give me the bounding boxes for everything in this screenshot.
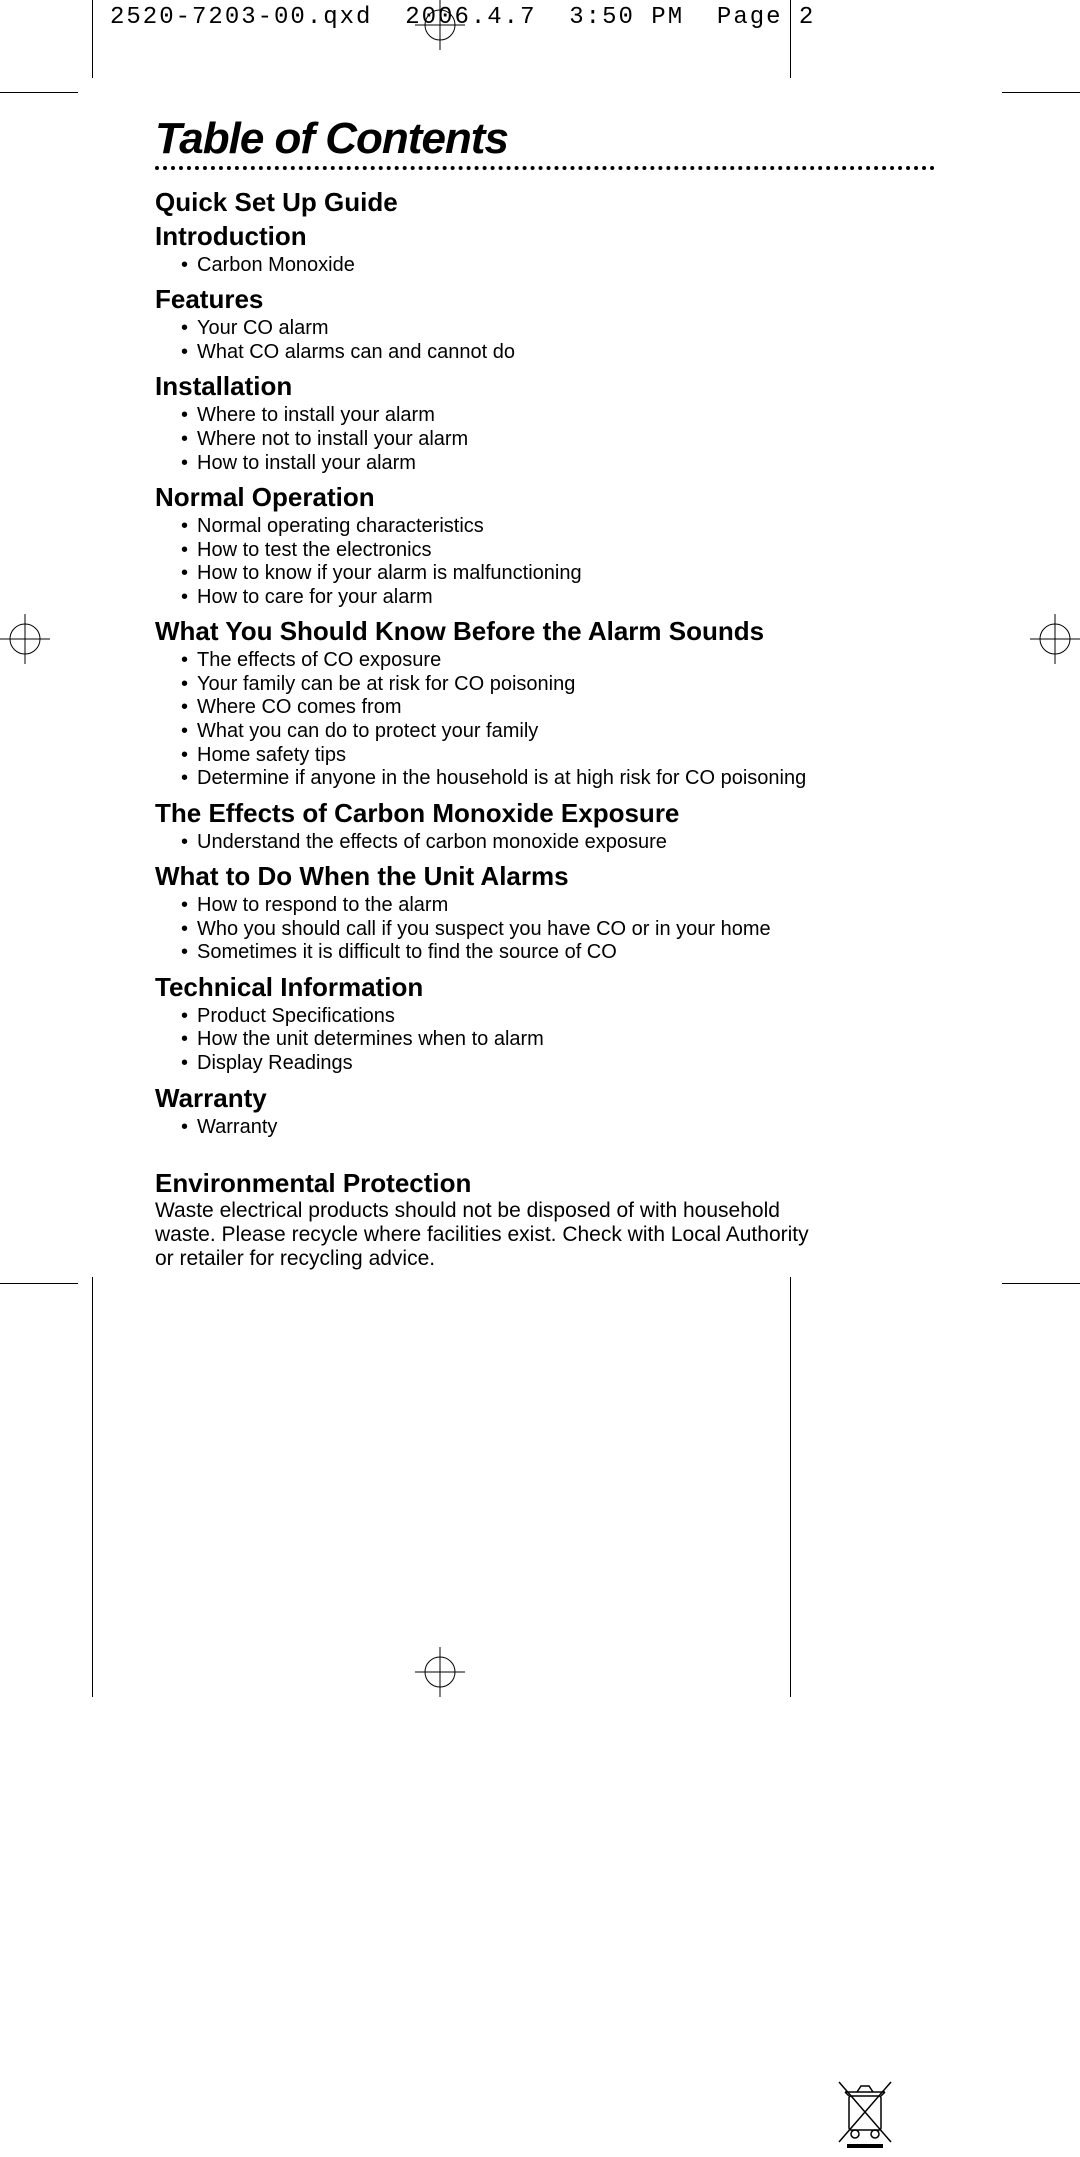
toc-section: What You Should Know Before the Alarm So… — [155, 617, 935, 790]
list-item: Where to install your alarm — [181, 404, 935, 428]
slug-filename: 2520-7203-00.qxd — [110, 4, 372, 31]
registration-mark-top — [415, 0, 465, 50]
section-list: Where to install your alarmWhere not to … — [181, 404, 935, 475]
crop-mark — [92, 0, 93, 78]
crop-mark — [92, 1277, 93, 1697]
list-item: How to respond to the alarm — [181, 894, 935, 918]
section-list: Carbon Monoxide — [181, 254, 935, 278]
list-item: Home safety tips — [181, 744, 935, 768]
page-content: Table of Contents Quick Set Up Guide Intr… — [155, 114, 935, 1271]
list-item: How to care for your alarm — [181, 586, 935, 610]
toc-section: What to Do When the Unit AlarmsHow to re… — [155, 862, 935, 965]
env-body-text: Waste electrical products should not be … — [155, 1199, 825, 1271]
list-item: Where CO comes from — [181, 696, 935, 720]
list-item: Product Specifications — [181, 1005, 935, 1029]
list-item: Your CO alarm — [181, 317, 935, 341]
list-item: Sometimes it is difficult to find the so… — [181, 941, 935, 965]
section-heading: Normal Operation — [155, 483, 935, 513]
toc-section: IntroductionCarbon Monoxide — [155, 222, 935, 277]
environmental-section: Environmental Protection Waste electrica… — [155, 1169, 935, 1271]
toc-section: FeaturesYour CO alarmWhat CO alarms can … — [155, 285, 935, 364]
section-heading: Technical Information — [155, 973, 935, 1003]
crop-mark — [790, 0, 791, 78]
toc-section: Normal OperationNormal operating charact… — [155, 483, 935, 609]
toc-section: WarrantyWarranty — [155, 1084, 935, 1139]
crop-mark — [1002, 1283, 1080, 1284]
toc-section: The Effects of Carbon Monoxide ExposureU… — [155, 799, 935, 854]
list-item: How to test the electronics — [181, 539, 935, 563]
list-item: The effects of CO exposure — [181, 649, 935, 673]
list-item: What CO alarms can and cannot do — [181, 341, 935, 365]
registration-mark-left — [0, 614, 50, 664]
page-title: Table of Contents — [155, 114, 935, 164]
slug-time: 3:50 PM — [569, 4, 684, 31]
list-item: Carbon Monoxide — [181, 254, 935, 278]
registration-mark-right — [1030, 614, 1080, 664]
list-item: How to install your alarm — [181, 452, 935, 476]
section-list: Your CO alarmWhat CO alarms can and cann… — [181, 317, 935, 364]
list-item: What you can do to protect your family — [181, 720, 935, 744]
list-item: How the unit determines when to alarm — [181, 1028, 935, 1052]
section-heading: The Effects of Carbon Monoxide Exposure — [155, 799, 935, 829]
section-list: How to respond to the alarmWho you shoul… — [181, 894, 935, 965]
section-heading: What to Do When the Unit Alarms — [155, 862, 935, 892]
section-heading: Quick Set Up Guide — [155, 188, 935, 218]
section-list: Warranty — [181, 1116, 935, 1140]
section-heading: What You Should Know Before the Alarm So… — [155, 617, 935, 647]
dotted-rule — [155, 166, 935, 170]
toc-section: InstallationWhere to install your alarmW… — [155, 372, 935, 475]
toc-section: Quick Set Up Guide — [155, 188, 935, 218]
section-heading: Introduction — [155, 222, 935, 252]
section-list: Normal operating characteristicsHow to t… — [181, 515, 935, 609]
env-heading: Environmental Protection — [155, 1169, 935, 1199]
list-item: Where not to install your alarm — [181, 428, 935, 452]
list-item: Warranty — [181, 1116, 935, 1140]
crop-mark — [1002, 92, 1080, 93]
list-item: Your family can be at risk for CO poison… — [181, 673, 935, 697]
crop-mark — [0, 92, 78, 93]
section-list: Product SpecificationsHow the unit deter… — [181, 1005, 935, 1076]
toc-section: Technical InformationProduct Specificati… — [155, 973, 935, 1076]
section-list: Understand the effects of carbon monoxid… — [181, 831, 935, 855]
crop-mark — [0, 1283, 78, 1284]
list-item: Normal operating characteristics — [181, 515, 935, 539]
section-heading: Features — [155, 285, 935, 315]
list-item: How to know if your alarm is malfunction… — [181, 562, 935, 586]
section-heading: Warranty — [155, 1084, 935, 1114]
slug-page: Page 2 — [717, 4, 815, 31]
section-heading: Installation — [155, 372, 935, 402]
list-item: Determine if anyone in the household is … — [181, 767, 935, 791]
crop-mark — [790, 1277, 791, 1697]
list-item: Who you should call if you suspect you h… — [181, 918, 935, 942]
list-item: Understand the effects of carbon monoxid… — [181, 831, 935, 855]
weee-icon — [835, 2078, 895, 2157]
list-item: Display Readings — [181, 1052, 935, 1076]
section-list: The effects of CO exposureYour family ca… — [181, 649, 935, 791]
registration-mark-bottom — [415, 1647, 465, 1697]
